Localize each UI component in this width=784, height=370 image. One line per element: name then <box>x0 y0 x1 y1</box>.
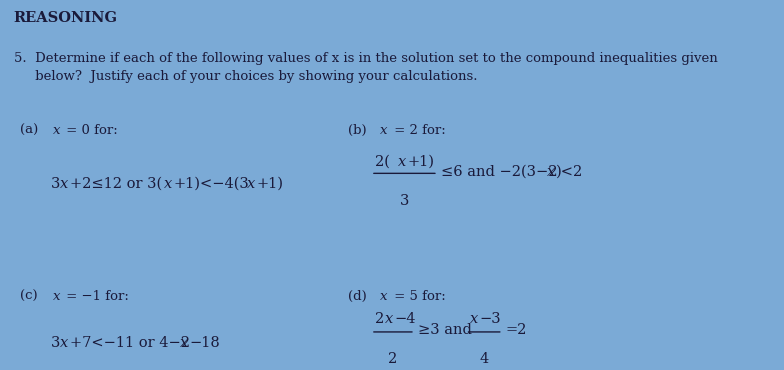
Text: (b): (b) <box>348 124 375 137</box>
Text: (a): (a) <box>20 124 47 137</box>
Text: x: x <box>398 155 406 169</box>
Text: ≥3 and: ≥3 and <box>418 323 471 337</box>
Text: 3: 3 <box>51 336 60 350</box>
Text: x: x <box>384 312 393 326</box>
Text: = −1 for:: = −1 for: <box>62 289 129 303</box>
Text: x: x <box>470 312 478 326</box>
Text: −18: −18 <box>190 336 220 350</box>
Text: x: x <box>546 165 555 178</box>
Text: )<2: )<2 <box>556 165 583 178</box>
Text: 5.  Determine if each of the following values of x is in the solution set to the: 5. Determine if each of the following va… <box>13 52 717 83</box>
Text: 4: 4 <box>480 352 488 366</box>
Text: +1)<−4(3: +1)<−4(3 <box>173 177 249 191</box>
Text: = 0 for:: = 0 for: <box>62 124 118 137</box>
Text: +2≤12 or 3(: +2≤12 or 3( <box>70 177 162 191</box>
Text: x: x <box>164 177 172 191</box>
Text: = 5 for:: = 5 for: <box>390 289 445 303</box>
Text: 2: 2 <box>388 352 397 366</box>
Text: 2(: 2( <box>375 155 390 169</box>
Text: x: x <box>53 124 60 137</box>
Text: 3: 3 <box>51 177 60 191</box>
Text: x: x <box>247 177 255 191</box>
Text: −4: −4 <box>394 312 416 326</box>
Text: −3: −3 <box>479 312 501 326</box>
Text: x: x <box>180 336 189 350</box>
Text: REASONING: REASONING <box>13 11 118 25</box>
Text: x: x <box>60 177 68 191</box>
Text: (c): (c) <box>20 289 46 303</box>
Text: x: x <box>380 289 388 303</box>
Text: +1): +1) <box>256 177 283 191</box>
Text: (d): (d) <box>348 289 376 303</box>
Text: ≤6 and −2(3−2: ≤6 and −2(3−2 <box>441 165 557 178</box>
Text: +1): +1) <box>408 155 434 169</box>
Text: 3: 3 <box>400 194 409 208</box>
Text: x: x <box>53 289 60 303</box>
Text: =2: =2 <box>506 323 527 337</box>
Text: 2: 2 <box>375 312 384 326</box>
Text: = 2 for:: = 2 for: <box>390 124 445 137</box>
Text: +7<−11 or 4−2: +7<−11 or 4−2 <box>70 336 190 350</box>
Text: x: x <box>60 336 68 350</box>
Text: x: x <box>380 124 388 137</box>
